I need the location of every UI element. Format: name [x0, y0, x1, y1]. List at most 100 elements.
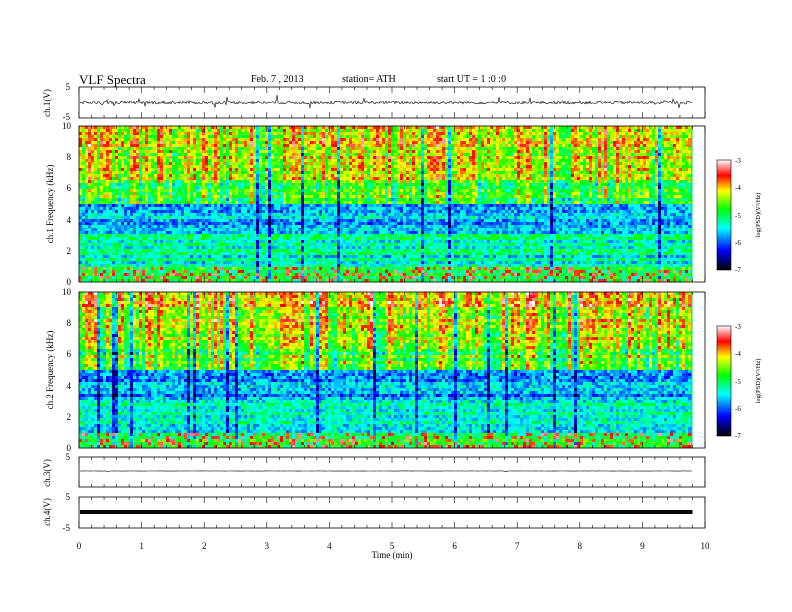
spectrogram-cell	[208, 192, 212, 196]
spectrogram-cell	[106, 129, 110, 133]
spectrogram-cell	[97, 174, 101, 178]
spectrogram-cell	[682, 126, 686, 130]
spectrogram-cell	[421, 189, 425, 193]
spectrogram-cell	[304, 144, 308, 148]
spectrogram-cell	[493, 144, 497, 148]
spectrogram-cell	[100, 129, 104, 133]
spectrogram-cell	[121, 189, 125, 193]
spectrogram-cell	[388, 135, 392, 139]
spectrogram-cell	[178, 195, 182, 199]
spectrogram-cell	[157, 144, 161, 148]
spectrogram-cell	[529, 150, 533, 154]
spectrogram-cell	[490, 162, 494, 166]
spectrogram-cell	[409, 174, 413, 178]
spectrogram-cell	[124, 189, 128, 193]
spectrogram-cell	[553, 168, 557, 172]
spectrogram-cell	[256, 177, 260, 181]
spectrogram-cell	[97, 183, 101, 187]
spectrogram-cell	[610, 162, 614, 166]
spectrogram-cell	[232, 126, 236, 130]
spectrogram-cell	[622, 171, 626, 175]
spectrogram-cell	[100, 141, 104, 145]
spectrogram-cell	[346, 183, 350, 187]
spectrogram-cell	[160, 159, 164, 163]
spectrogram-cell	[616, 195, 620, 199]
spectrogram-cell	[169, 159, 173, 163]
spectrogram-cell	[82, 156, 86, 160]
spectrogram-cell	[457, 174, 461, 178]
spectrogram-cell	[175, 144, 179, 148]
spectrogram-cell	[385, 192, 389, 196]
spectrogram-cell	[109, 138, 113, 142]
spectrogram-cell	[259, 150, 263, 154]
spectrogram-cell	[421, 186, 425, 190]
spectrogram-cell	[253, 153, 257, 157]
spectrogram-cell	[544, 129, 548, 133]
spectrogram-cell	[604, 129, 608, 133]
spectrogram-cell	[334, 165, 338, 169]
spectrogram-cell	[604, 153, 608, 157]
spectrogram-cell	[145, 132, 149, 136]
spectrogram-cell	[214, 192, 218, 196]
spectrogram-cell	[298, 165, 302, 169]
spectrogram-cell	[640, 135, 644, 139]
spectrogram-cell	[205, 153, 209, 157]
spectrogram-cell	[670, 162, 674, 166]
spectrogram-cell	[178, 153, 182, 157]
spectrogram-cell	[586, 186, 590, 190]
spectrogram-cell	[604, 186, 608, 190]
spectrogram-cell	[187, 183, 191, 187]
spectrogram-cell	[130, 171, 134, 175]
spectrogram-cell	[127, 138, 131, 142]
spectrogram-cell	[424, 171, 428, 175]
spectrogram-cell	[559, 186, 563, 190]
spectrogram-cell	[313, 138, 317, 142]
spectrogram-cell	[439, 126, 443, 130]
spectrogram-cell	[145, 189, 149, 193]
spectrogram-cell	[232, 144, 236, 148]
spectrogram-cell	[652, 165, 656, 169]
spectrogram-cell	[559, 126, 563, 130]
spectrogram-cell	[487, 183, 491, 187]
spectrogram-cell	[157, 159, 161, 163]
spectrogram-cell	[124, 141, 128, 145]
spectrogram-cell	[406, 156, 410, 160]
spectrogram-cell	[445, 168, 449, 172]
spectrogram-cell	[142, 138, 146, 142]
spectrogram-cell	[490, 192, 494, 196]
spectrogram-cell	[421, 171, 425, 175]
spectrogram-cell	[421, 126, 425, 130]
spectrogram-cell	[466, 195, 470, 199]
spectrogram-cell	[295, 189, 299, 193]
spectrogram-cell	[553, 135, 557, 139]
spectrogram-cell	[682, 129, 686, 133]
spectrogram-cell	[646, 168, 650, 172]
spectrogram-cell	[85, 165, 89, 169]
spectrogram-cell	[379, 192, 383, 196]
spectrogram-cell	[268, 147, 272, 151]
spectrogram-cell	[112, 138, 116, 142]
spectrogram-cell	[415, 195, 419, 199]
spectrogram-cell	[325, 186, 329, 190]
spectrogram-cell	[292, 186, 296, 190]
spectrogram-cell	[643, 159, 647, 163]
spectrogram-cell	[505, 147, 509, 151]
spectrogram-cell	[85, 168, 89, 172]
spectrogram-cell	[658, 192, 662, 196]
spectrogram-cell	[271, 138, 275, 142]
spectrogram-cell	[205, 150, 209, 154]
spectrogram-cell	[634, 141, 638, 145]
spectrogram-cell	[460, 147, 464, 151]
spectrogram-cell	[286, 156, 290, 160]
spectrogram-cell	[157, 168, 161, 172]
spectrogram-cell	[634, 177, 638, 181]
spectrogram-cell	[121, 183, 125, 187]
spectrogram-cell	[247, 153, 251, 157]
spectrogram-cell	[625, 129, 629, 133]
spectrogram-cell	[304, 189, 308, 193]
spectrogram-cell	[277, 189, 281, 193]
spectrogram-cell	[226, 165, 230, 169]
spectrogram-cell	[529, 171, 533, 175]
spectrogram-cell	[598, 180, 602, 184]
spectrogram-cell	[535, 183, 539, 187]
